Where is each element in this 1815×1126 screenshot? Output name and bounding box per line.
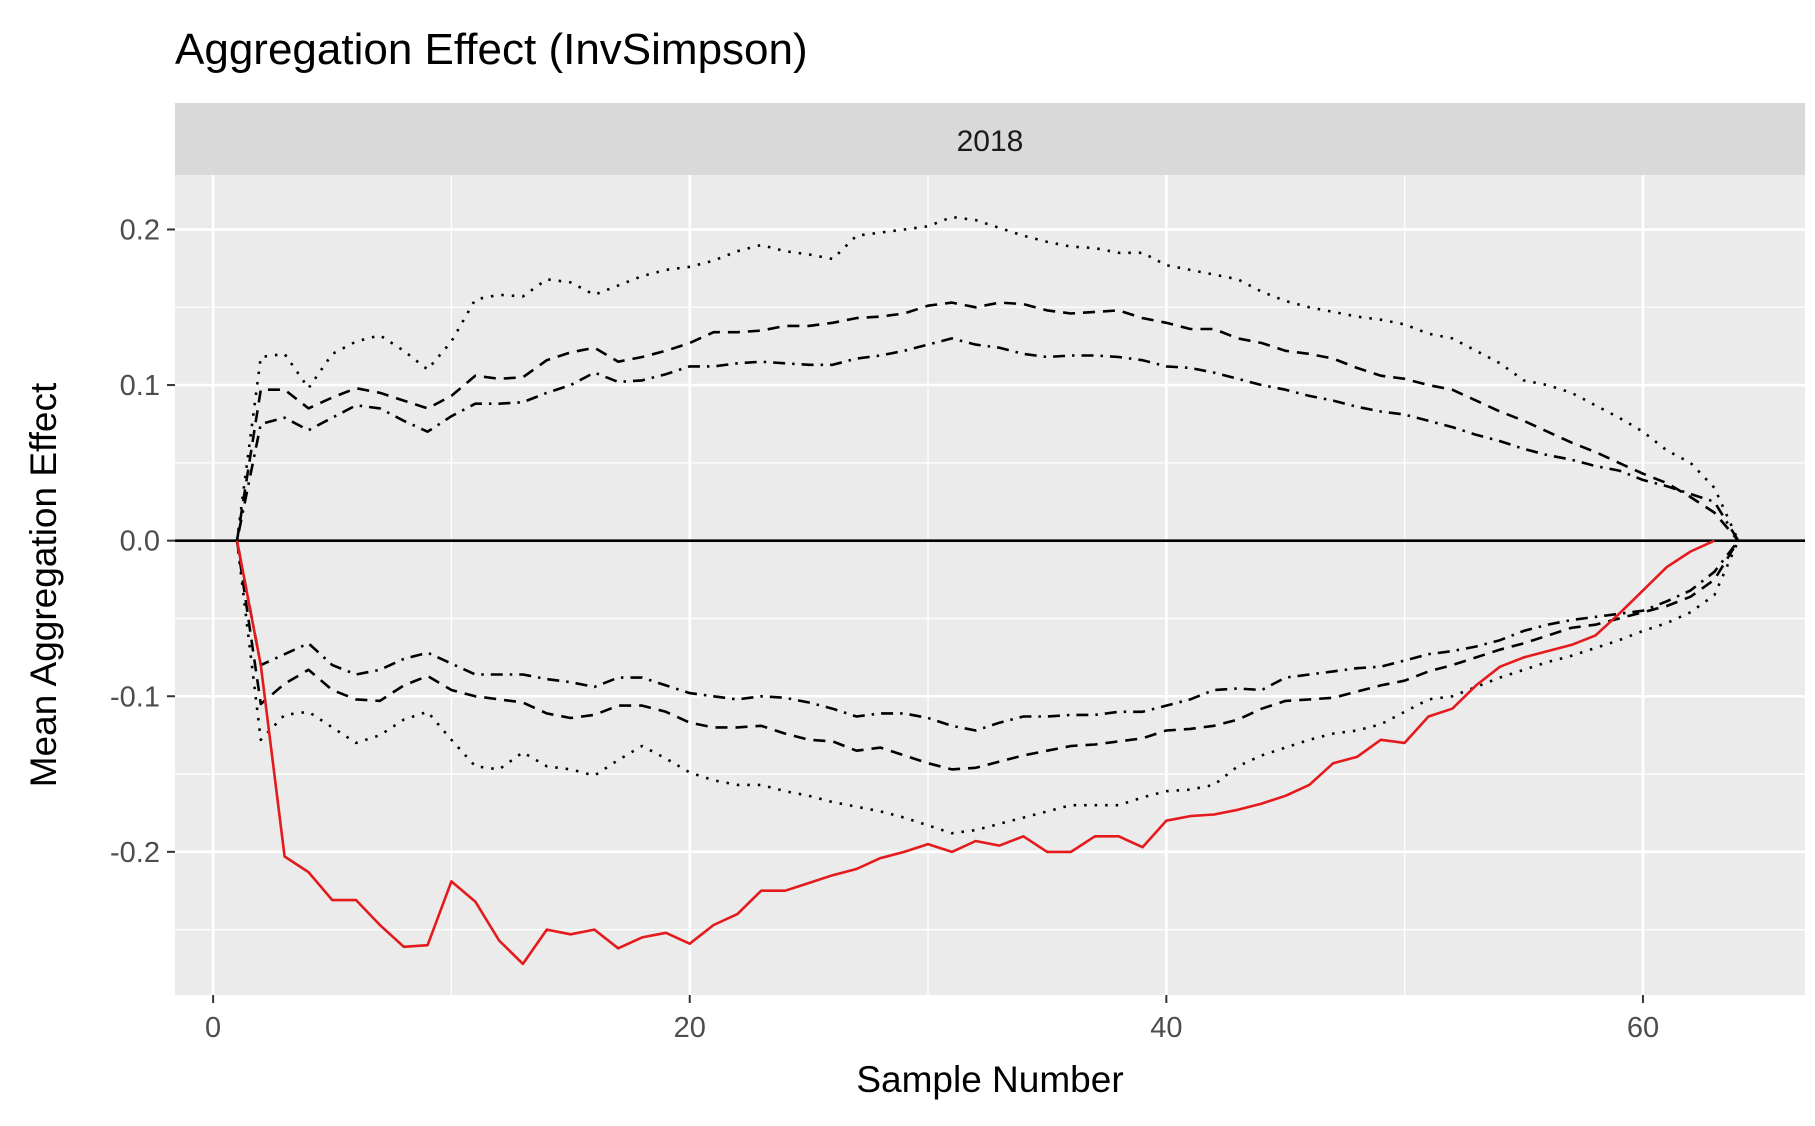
x-tick-label: 40	[1150, 1012, 1182, 1044]
series-line-dashed-upper	[235, 301, 1740, 542]
x-tick-label: 0	[205, 1012, 221, 1044]
y-tick-label: -0.2	[110, 837, 160, 869]
y-axis: 0.2 0.1 0.0 -0.1 -0.2	[110, 214, 175, 869]
grid-minor	[175, 175, 1805, 995]
x-axis-title: Sample Number	[856, 1059, 1123, 1100]
x-axis: 0 20 40 60	[205, 995, 1659, 1044]
y-tick-label: 0.0	[120, 526, 160, 558]
chart-title: Aggregation Effect (InvSimpson)	[175, 25, 808, 74]
series-line-solid-red	[235, 539, 1715, 966]
series-layer	[235, 215, 1740, 966]
x-tick-label: 60	[1627, 1012, 1659, 1044]
facet-strip	[175, 103, 1805, 175]
y-tick-label: -0.1	[110, 681, 160, 713]
x-tick-label: 20	[674, 1012, 706, 1044]
series-line-dashed-lower	[235, 540, 1740, 771]
plot-panel	[175, 175, 1805, 995]
series-line-dotted-upper	[235, 215, 1740, 542]
y-axis-title: Mean Aggregation Effect	[23, 382, 64, 787]
y-tick-label: 0.1	[120, 370, 160, 402]
y-tick-label: 0.2	[120, 214, 160, 246]
facet-label: 2018	[957, 125, 1024, 158]
